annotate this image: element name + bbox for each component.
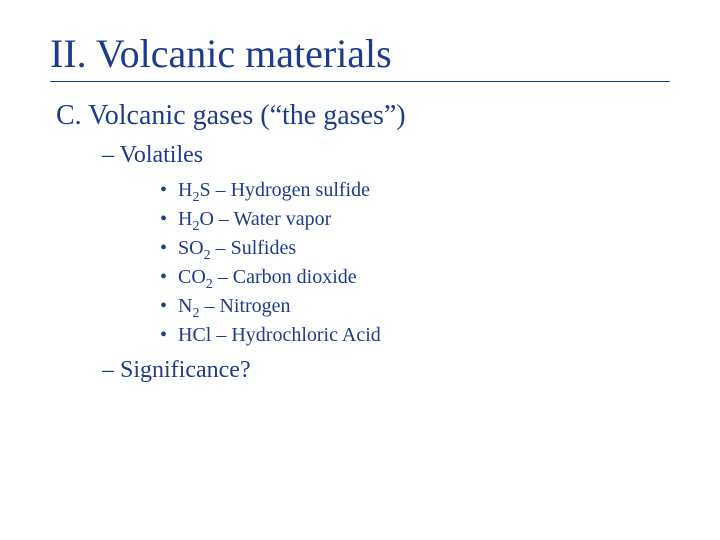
list-item: •CO2 – Carbon dioxide <box>160 264 670 291</box>
formula: H2S <box>178 179 211 201</box>
bullet-list: •H2S – Hydrogen sulfide •H2O – Water vap… <box>160 177 670 349</box>
gas-name: Carbon dioxide <box>233 266 357 288</box>
bullet-icon: • <box>160 206 178 233</box>
list-item: •H2O – Water vapor <box>160 206 670 233</box>
subsection-volatiles: – Volatiles <box>102 142 670 169</box>
bullet-icon: • <box>160 264 178 291</box>
list-item: •SO2 – Sulfides <box>160 235 670 262</box>
subsection-label: Significance? <box>120 357 251 383</box>
bullet-icon: • <box>160 322 178 349</box>
slide: II. Volcanic materials C. Volcanic gases… <box>0 0 720 540</box>
gas-name: Hydrogen sulfide <box>231 179 370 201</box>
gas-name: Hydrochloric Acid <box>231 324 380 346</box>
formula: CO2 <box>178 266 213 288</box>
slide-title: II. Volcanic materials <box>50 30 670 82</box>
dash-icon: – <box>102 357 114 383</box>
dash-icon: – <box>102 142 114 168</box>
bullet-icon: • <box>160 293 178 320</box>
list-item: •N2 – Nitrogen <box>160 293 670 320</box>
bullet-icon: • <box>160 235 178 262</box>
section-heading: C. Volcanic gases (“the gases”) <box>56 100 670 132</box>
gas-name: Nitrogen <box>219 295 290 317</box>
formula: H2O <box>178 208 214 230</box>
list-item: •HCl – Hydrochloric Acid <box>160 322 670 349</box>
gas-name: Sulfides <box>231 237 297 259</box>
bullet-icon: • <box>160 177 178 204</box>
formula: SO2 <box>178 237 211 259</box>
formula: HCl <box>178 324 211 346</box>
gas-name: Water vapor <box>234 208 332 230</box>
subsection-label: Volatiles <box>120 142 204 168</box>
formula: N2 <box>178 295 199 317</box>
list-item: •H2S – Hydrogen sulfide <box>160 177 670 204</box>
subsection-significance: – Significance? <box>102 357 670 384</box>
